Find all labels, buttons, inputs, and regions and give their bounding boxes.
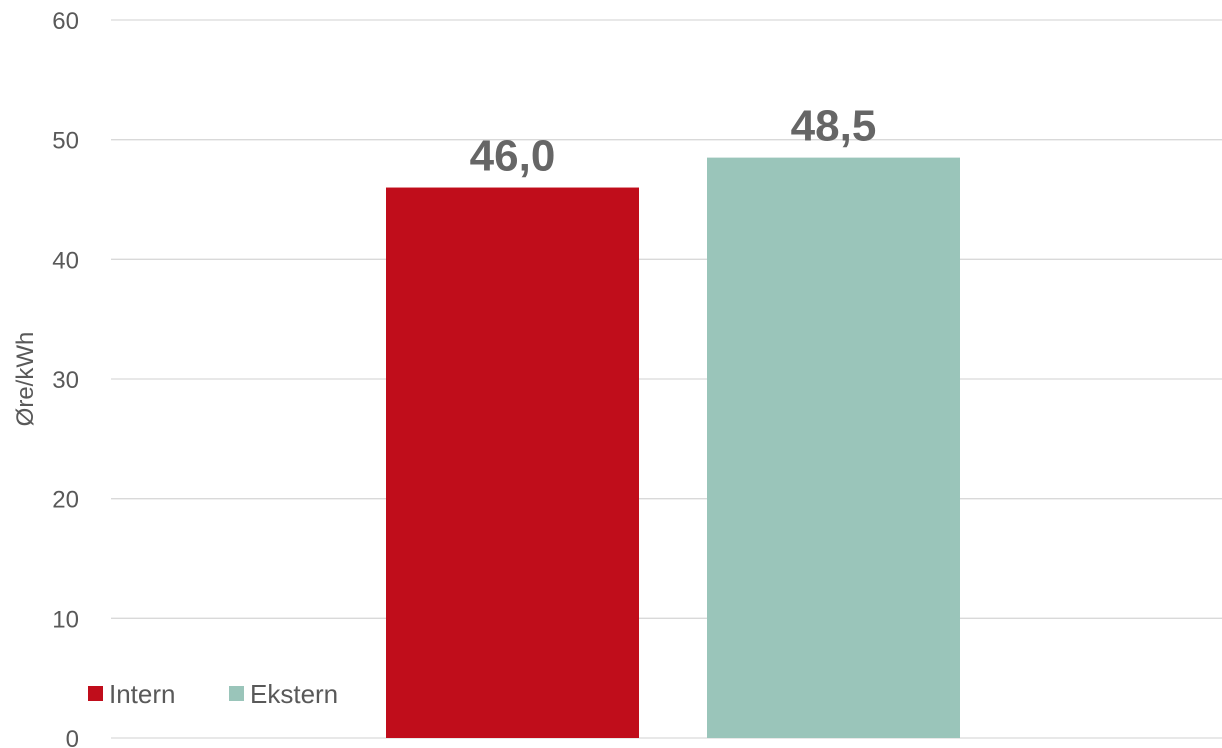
bars — [386, 157, 960, 739]
y-tick-label: 60 — [52, 8, 79, 35]
legend-swatch-ekstern — [229, 686, 244, 701]
y-tick-label: 50 — [52, 128, 79, 155]
legend-label-ekstern: Ekstern — [250, 679, 338, 709]
data-label-intern: 46,0 — [470, 132, 556, 181]
gridlines — [111, 19, 1222, 739]
y-tick-label: 20 — [52, 487, 79, 514]
data-labels: 46,0 48,5 — [470, 102, 877, 181]
legend: Intern Ekstern — [88, 679, 338, 709]
y-tick-label: 0 — [66, 726, 79, 748]
y-tick-label: 40 — [52, 247, 79, 274]
legend-swatch-intern — [88, 686, 103, 701]
bar-ekstern — [707, 157, 960, 738]
y-axis-title: Øre/kWh — [12, 332, 39, 427]
data-label-ekstern: 48,5 — [791, 102, 877, 151]
y-tick-label: 30 — [52, 367, 79, 394]
y-axis-ticks: 0 10 20 30 40 50 60 — [52, 8, 79, 748]
y-tick-label: 10 — [52, 606, 79, 633]
legend-label-intern: Intern — [109, 679, 176, 709]
bar-intern — [386, 187, 639, 739]
